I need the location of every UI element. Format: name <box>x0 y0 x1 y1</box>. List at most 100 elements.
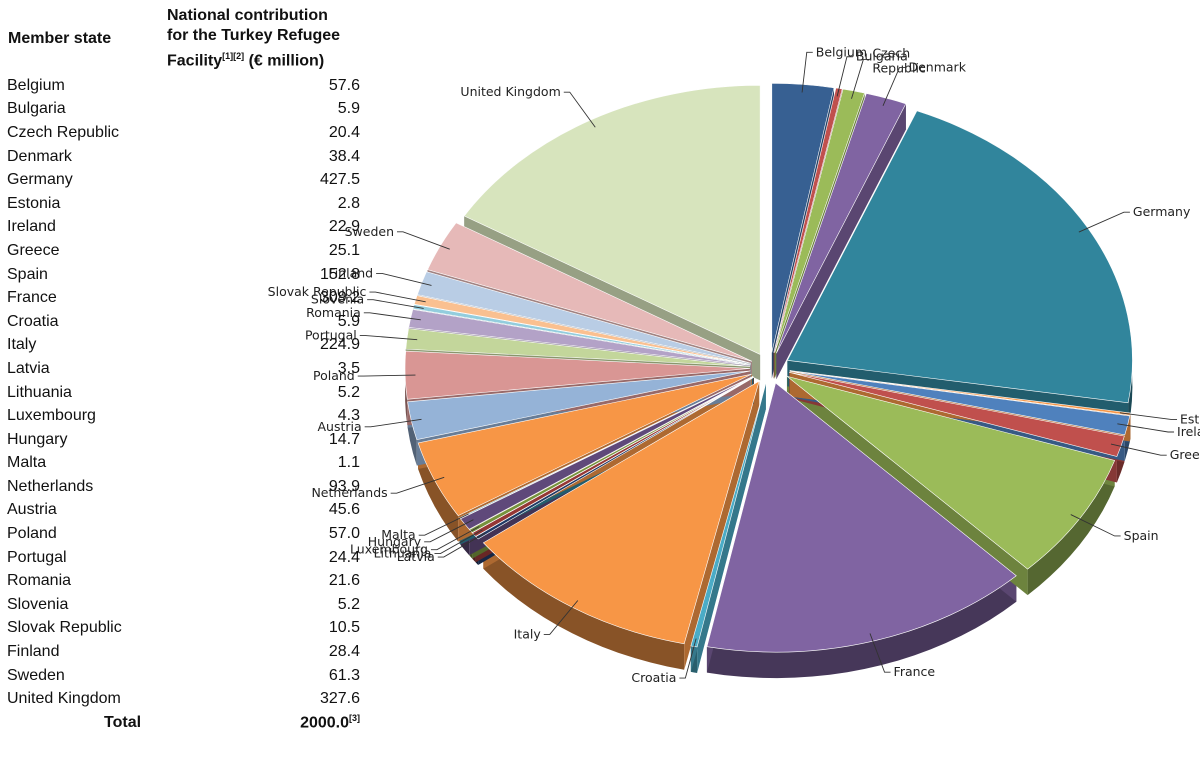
state-contribution: 25.1 <box>328 241 360 259</box>
pie-label-leader <box>836 56 853 97</box>
pie-label-sweden: Sweden <box>345 224 394 239</box>
state-name: Finland <box>7 643 60 661</box>
state-name: Estonia <box>7 194 61 212</box>
pie-label-leader <box>1119 412 1178 420</box>
total-label: Total <box>104 713 142 731</box>
table-row: United Kingdom 327.6 <box>4 687 364 711</box>
state-contribution: 152.8 <box>319 265 360 283</box>
pie-label-leader <box>363 312 421 321</box>
pie-label-leader <box>434 529 483 554</box>
pie-label-slovak-republic: Slovak Republic <box>268 284 367 299</box>
table-row: Hungary 14.7 <box>4 428 364 452</box>
state-name: Slovenia <box>7 595 69 613</box>
pie-label-belgium: Belgium <box>816 44 867 59</box>
pie-label-leader <box>397 231 450 250</box>
states-table: Belgium 57.6 Bulgaria 5.9 Czech Republic 20.4… <box>4 74 364 735</box>
pie-label-leader <box>1070 514 1121 537</box>
pie-label-austria: Austria <box>317 419 361 434</box>
state-contribution: 61.3 <box>328 666 360 684</box>
pie-label-leader <box>357 374 416 377</box>
table-row: Slovenia 5.2 <box>4 593 364 617</box>
state-contribution: 224.9 <box>319 336 360 354</box>
pie-label-germany: Germany <box>1133 204 1191 219</box>
state-name: Poland <box>7 525 57 543</box>
pie-label-leader <box>679 638 697 679</box>
table-row: Italy 224.9 <box>4 334 364 358</box>
pie-label-finland: Finland <box>328 265 373 280</box>
state-contribution: 5.2 <box>337 595 360 613</box>
pie-label-leader <box>359 335 418 341</box>
state-name: United Kingdom <box>7 690 121 708</box>
state-contribution: 10.5 <box>328 619 360 637</box>
state-name: Luxembourg <box>7 407 96 425</box>
state-contribution: 45.6 <box>328 501 360 519</box>
pie-slice-wall <box>684 381 760 670</box>
pie-label-romania: Romania <box>306 305 361 320</box>
pie-label-latvia: Latvia <box>397 549 435 564</box>
state-name: Austria <box>7 501 57 519</box>
table-row: Poland 57.0 <box>4 522 364 546</box>
state-name: Malta <box>7 454 47 472</box>
pie-label-estonia: Estonia <box>1180 411 1200 426</box>
total-value: 2000.0[3] <box>249 711 364 735</box>
state-contribution: 21.6 <box>328 572 360 590</box>
state-name: Sweden <box>7 666 65 684</box>
state-contribution: 28.4 <box>328 643 360 661</box>
pie-label-leader <box>437 532 486 558</box>
state-name: Latvia <box>7 359 50 377</box>
pie-slice-side <box>706 575 1017 679</box>
state-name: Croatia <box>7 312 59 330</box>
pie-label-leader <box>369 291 426 303</box>
table-row: Sweden 61.3 <box>4 664 364 688</box>
pie-label-malta: Malta <box>381 527 415 542</box>
pie-label-slovenia: Slovenia <box>311 292 364 307</box>
table-row: Ireland 22.9 <box>4 216 364 240</box>
state-name: Netherlands <box>7 477 94 495</box>
pie-label-portugal: Portugal <box>305 328 357 343</box>
pie-slice-side <box>483 542 685 670</box>
header-contrib-line-1: National contribution <box>167 7 328 24</box>
state-contribution: 93.9 <box>328 477 360 495</box>
pie-label-lithuania: Lithuania <box>374 546 432 561</box>
table-row: Netherlands 93.9 <box>4 475 364 499</box>
total-row: Total 2000.0[3] <box>4 711 364 735</box>
pie-label-leader <box>882 67 906 106</box>
pie-label-netherlands: Netherlands <box>311 485 387 500</box>
state-name: Italy <box>7 336 37 354</box>
table-row: Austria 45.6 <box>4 499 364 523</box>
state-name: Hungary <box>7 430 68 448</box>
header-contrib-line-2: for the Turkey Refugee <box>167 27 341 44</box>
pie-label-poland: Poland <box>313 368 355 383</box>
pie-label-leader <box>869 633 891 673</box>
pie-label-hungary: Hungary <box>368 534 422 549</box>
table-row: Bulgaria 5.9 <box>4 98 364 122</box>
pie-slice-side <box>1027 460 1115 596</box>
state-contribution: 5.9 <box>337 100 360 118</box>
pie-label-ireland: Ireland <box>1177 424 1200 439</box>
pie-label-line: Czech <box>872 45 910 60</box>
pie-label-leader <box>390 476 445 494</box>
table-row: Portugal 24.4 <box>4 546 364 570</box>
pie-label-united-kingdom: United Kingdom <box>460 84 560 99</box>
state-name: Lithuania <box>7 383 72 401</box>
table-row: Lithuania 5.2 <box>4 381 364 405</box>
pie-label-leader <box>367 299 424 309</box>
state-contribution: 2.8 <box>337 194 360 212</box>
table-row: Belgium 57.6 <box>4 74 364 98</box>
state-name: Romania <box>7 572 72 590</box>
table-row: Malta 1.1 <box>4 452 364 476</box>
table-row: Germany 427.5 <box>4 168 364 192</box>
pie-label-leader <box>1117 423 1175 433</box>
pie-label-leader <box>418 513 469 536</box>
state-contribution: 5.2 <box>337 383 360 401</box>
header-contrib-facility: Facility <box>167 52 223 70</box>
state-contribution: 427.5 <box>319 171 360 189</box>
pie-label-leader <box>430 526 480 551</box>
pie-label-greece: Greece <box>1170 447 1200 462</box>
state-name: Portugal <box>7 548 67 566</box>
pie-label-leader <box>376 272 432 286</box>
pie-slices <box>404 83 1133 653</box>
pie-label-bulgaria: Bulgaria <box>856 49 908 64</box>
pie-label-leader <box>563 91 596 128</box>
